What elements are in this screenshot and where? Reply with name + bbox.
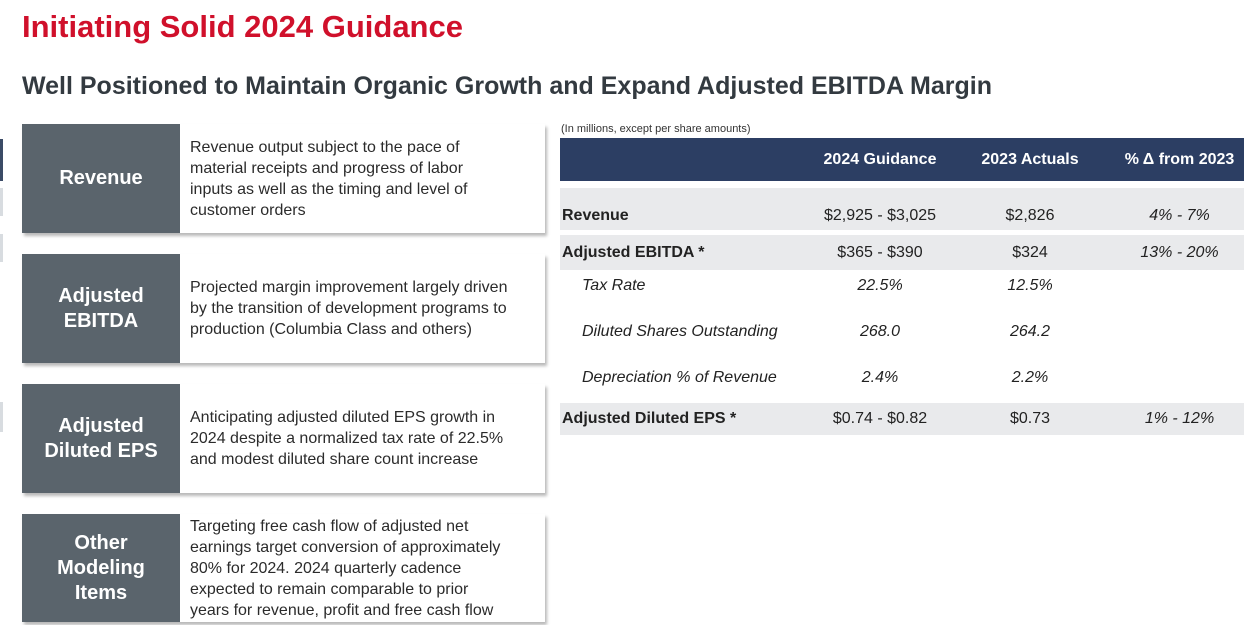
card-label: Adjusted Diluted EPS (22, 384, 180, 493)
edge-marker (0, 188, 3, 216)
row-change (1115, 317, 1244, 347)
row-guidance: $2,925 - $3,025 (823, 207, 937, 224)
page-title: Initiating Solid 2024 Guidance (22, 9, 463, 44)
card-label: Revenue (22, 124, 180, 233)
table-header: 2024 Guidance 2023 Actuals % Δ from 2023 (560, 138, 1244, 181)
header-cell: 2024 Guidance (823, 150, 937, 168)
header-cell (562, 138, 792, 181)
row-actual: $324 (1012, 243, 1048, 261)
row-guidance: $0.74 - $0.82 (832, 410, 928, 427)
card-label: Adjusted EBITDA (22, 254, 180, 363)
row-change: 4% - 7% (1149, 207, 1210, 224)
row-actual: 2.2% (1011, 369, 1049, 386)
header-cell: 2023 Actuals (981, 150, 1079, 168)
row-actual: $2,826 (1005, 207, 1055, 224)
row-label: Revenue (562, 207, 629, 224)
row-actual: $0.73 (1009, 410, 1051, 427)
row-label: Diluted Shares Outstanding (582, 323, 778, 340)
row-change (1115, 271, 1244, 301)
row-label: Adjusted EBITDA * (562, 243, 705, 261)
edge-marker (0, 234, 3, 262)
row-label: Depreciation % of Revenue (582, 369, 777, 386)
row-actual: 12.5% (1007, 277, 1053, 294)
row-change: 13% - 20% (1140, 243, 1219, 261)
table-row: Adjusted Diluted EPS * $0.74 - $0.82 $0.… (560, 403, 1244, 435)
table-row: Depreciation % of Revenue 2.4% 2.2% (560, 363, 1244, 393)
table-note: (In millions, except per share amounts) (561, 123, 751, 135)
card-other-modeling-items: Other Modeling Items Targeting free cash… (22, 514, 545, 622)
card-revenue: Revenue Revenue output subject to the pa… (22, 124, 545, 233)
card-text: Targeting free cash flow of adjusted net… (190, 517, 501, 619)
row-change: 1% - 12% (1144, 410, 1215, 427)
table-row: Adjusted EBITDA * $365 - $390 $324 13% -… (560, 235, 1244, 270)
row-label: Adjusted Diluted EPS * (562, 410, 737, 427)
row-guidance: 2.4% (861, 369, 899, 386)
table-row: Diluted Shares Outstanding 268.0 264.2 (560, 317, 1244, 347)
edge-marker (0, 139, 3, 181)
row-guidance: 22.5% (857, 277, 903, 294)
card-text: Anticipating adjusted diluted EPS growth… (190, 409, 504, 468)
row-actual: 264.2 (1009, 323, 1051, 340)
page-subtitle: Well Positioned to Maintain Organic Grow… (22, 72, 992, 100)
card-label: Other Modeling Items (22, 514, 180, 622)
table-row: Tax Rate 22.5% 12.5% (560, 271, 1244, 301)
row-guidance: $365 - $390 (837, 243, 923, 261)
card-adjusted-diluted-eps: Adjusted Diluted EPS Anticipating adjust… (22, 384, 545, 493)
card-adjusted-ebitda: Adjusted EBITDA Projected margin improve… (22, 254, 545, 363)
header-cell: % Δ from 2023 (1124, 150, 1235, 168)
card-text: Revenue output subject to the pace of ma… (190, 138, 468, 219)
table-row: Revenue $2,925 - $3,025 $2,826 4% - 7% (560, 188, 1244, 230)
edge-marker (0, 402, 3, 432)
row-change (1115, 363, 1244, 393)
row-label: Tax Rate (582, 277, 646, 294)
card-text: Projected margin improvement largely dri… (190, 279, 508, 338)
row-guidance: 268.0 (859, 323, 901, 340)
